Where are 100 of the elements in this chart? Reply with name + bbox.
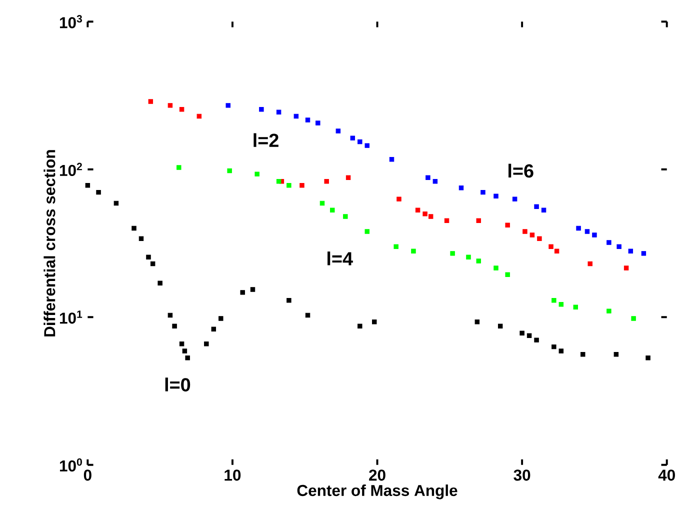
x-tick-label: 10 — [224, 470, 241, 481]
point — [584, 229, 590, 234]
point — [530, 232, 535, 238]
point — [432, 178, 438, 184]
point — [211, 326, 216, 332]
point — [346, 175, 351, 180]
point — [150, 261, 156, 266]
point — [146, 254, 151, 260]
point — [552, 344, 556, 350]
x-axis-title: Center of Mass Angle — [297, 484, 458, 500]
point — [476, 218, 481, 223]
point — [428, 214, 434, 219]
point — [624, 266, 629, 270]
point — [466, 254, 471, 260]
point — [324, 178, 329, 184]
point — [179, 341, 184, 346]
point — [179, 106, 184, 112]
point — [494, 194, 498, 198]
point — [646, 355, 650, 360]
point — [226, 103, 230, 108]
y-tick-label: 10$^{1}$ — [60, 310, 82, 324]
x-tick-label: 30 — [514, 470, 530, 481]
annotation: l=2 — [254, 133, 278, 147]
point — [394, 244, 398, 249]
point — [336, 128, 341, 134]
y-tick-label: 10$^{2}$ — [60, 162, 82, 176]
point — [526, 333, 532, 338]
point — [196, 114, 202, 119]
point — [474, 319, 480, 324]
x-tick-label: 0 — [84, 470, 92, 481]
point — [286, 298, 292, 303]
point — [552, 298, 556, 303]
point — [168, 103, 173, 108]
point — [185, 355, 190, 360]
point — [537, 236, 542, 241]
point — [305, 118, 310, 122]
annotation: l=6 — [508, 164, 534, 178]
point — [240, 290, 245, 295]
point — [300, 182, 304, 188]
point — [458, 185, 464, 190]
point — [548, 244, 554, 249]
point — [372, 319, 377, 324]
point — [250, 287, 256, 292]
point — [259, 106, 264, 112]
point — [480, 190, 486, 195]
point — [132, 226, 136, 231]
point — [426, 175, 430, 180]
point — [494, 266, 498, 270]
point — [286, 182, 292, 188]
y-axis-title: Differential cross section — [44, 150, 56, 336]
point — [138, 236, 144, 241]
point — [316, 120, 320, 126]
point — [148, 99, 154, 104]
annotation: l=4 — [328, 251, 353, 266]
point — [616, 244, 622, 249]
point — [505, 272, 510, 277]
point — [541, 208, 546, 212]
point — [444, 218, 450, 223]
point — [158, 280, 162, 286]
point — [573, 304, 578, 310]
point — [320, 200, 325, 206]
point — [176, 165, 182, 170]
y-tick-label: 10$^{0}$ — [60, 458, 82, 472]
point — [415, 208, 420, 212]
point — [580, 352, 586, 357]
point — [276, 178, 282, 184]
point — [330, 208, 335, 212]
point — [364, 143, 370, 148]
x-tick-label: 20 — [369, 470, 386, 481]
point — [592, 232, 597, 238]
point — [422, 211, 428, 216]
point — [505, 222, 510, 228]
point — [204, 341, 209, 346]
point — [534, 338, 539, 342]
point — [396, 196, 402, 202]
point — [558, 302, 564, 307]
point — [305, 312, 310, 318]
point — [606, 240, 612, 245]
annotation: l=0 — [165, 378, 190, 392]
point — [498, 324, 503, 328]
point — [520, 330, 524, 336]
point — [534, 204, 539, 209]
point — [606, 308, 612, 314]
point — [254, 172, 260, 176]
point — [358, 324, 362, 328]
point — [614, 352, 619, 357]
y-tick-label: 10$^{3}$ — [60, 14, 82, 28]
point — [631, 316, 636, 321]
x-tick-label: 40 — [658, 470, 675, 481]
point — [358, 139, 362, 144]
point — [450, 251, 455, 256]
point — [218, 316, 224, 321]
point — [476, 258, 481, 264]
point — [512, 196, 518, 202]
point — [389, 156, 394, 162]
point — [227, 168, 232, 174]
point — [96, 190, 101, 195]
point — [168, 312, 173, 318]
point — [588, 261, 592, 266]
point — [172, 324, 177, 328]
